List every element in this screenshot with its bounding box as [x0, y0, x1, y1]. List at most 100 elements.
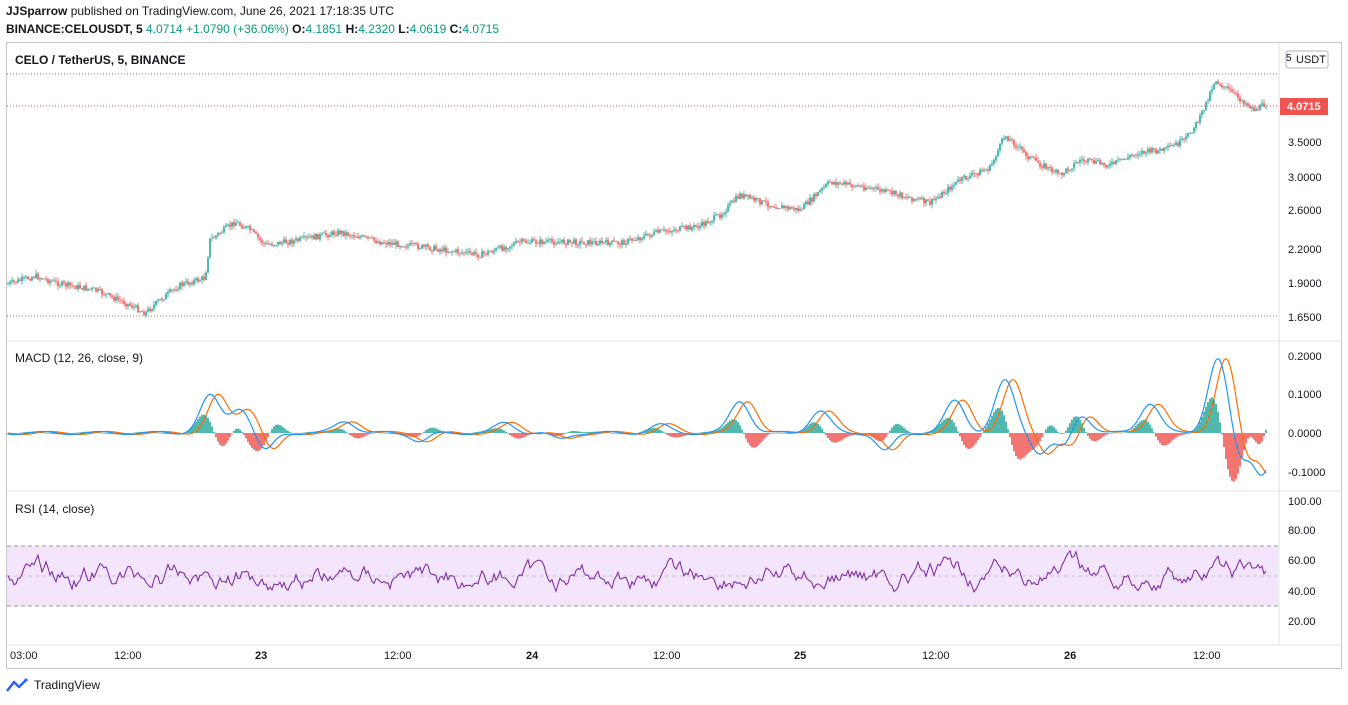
- candle-body: [1193, 128, 1195, 133]
- chart-frame[interactable]: [6, 42, 1342, 669]
- author-name[interactable]: JJSparrow: [6, 4, 68, 18]
- macd-histogram-bar: [1087, 433, 1089, 436]
- macd-histogram-bar: [391, 433, 393, 434]
- candle-body: [95, 287, 97, 292]
- macd-histogram-bar: [285, 429, 287, 433]
- candle-body: [465, 251, 467, 254]
- macd-histogram-bar: [1033, 433, 1035, 449]
- candle-body: [867, 187, 869, 189]
- candle-body: [963, 175, 965, 178]
- candle-body: [89, 288, 91, 290]
- currency-button[interactable]: [1285, 50, 1329, 69]
- candle-body: [637, 237, 639, 241]
- candle-body: [695, 225, 697, 227]
- candle-body: [611, 240, 613, 243]
- candle-body: [383, 242, 385, 244]
- candle-body: [737, 196, 739, 199]
- macd-histogram-bar: [1251, 433, 1253, 438]
- candle-body: [765, 200, 767, 203]
- candle-body: [339, 230, 341, 234]
- macd-histogram-bar: [221, 433, 223, 447]
- candle-body: [507, 248, 509, 250]
- candle-body: [539, 239, 541, 245]
- macd-histogram-bar: [365, 433, 367, 436]
- macd-histogram-bar: [981, 433, 983, 434]
- candle-body: [589, 240, 591, 245]
- macd-histogram-bar: [223, 433, 225, 446]
- macd-histogram-bar: [991, 415, 993, 433]
- macd-histogram-bar: [373, 432, 375, 434]
- candle-body: [33, 277, 35, 278]
- macd-histogram-bar: [383, 432, 385, 434]
- candle-body: [1163, 147, 1165, 152]
- macd-histogram-bar: [549, 433, 551, 435]
- candle-body: [523, 239, 525, 241]
- macd-histogram-bar: [205, 415, 207, 433]
- price-pane[interactable]: CELO / TetherUS, 5, BINANCE USDT 5 4.071…: [7, 50, 1329, 324]
- candle-body: [77, 285, 79, 290]
- macd-histogram-bar: [785, 433, 787, 434]
- macd-histogram-bar: [955, 426, 957, 433]
- macd-histogram-bar: [519, 433, 521, 439]
- macd-histogram-bar: [1241, 433, 1243, 459]
- candlestick-series[interactable]: [7, 79, 1267, 318]
- candle-body: [447, 251, 449, 253]
- macd-histogram-bar: [1073, 417, 1075, 433]
- candle-body: [305, 236, 307, 238]
- candle-body: [919, 198, 921, 200]
- macd-histogram-bar: [1181, 433, 1183, 435]
- candle-body: [121, 300, 123, 302]
- candle-body: [345, 232, 347, 236]
- macd-histogram-bar: [1015, 433, 1017, 456]
- candle-body: [83, 285, 85, 290]
- time-axis[interactable]: 03:00 12:00 23 12:00 24 12:00 25 12:00 2…: [10, 650, 1221, 662]
- macd-histogram-bar: [813, 422, 815, 433]
- candle-body: [739, 193, 741, 199]
- candle-body: [951, 186, 953, 190]
- macd-histogram-bar: [23, 432, 25, 433]
- rsi-pane[interactable]: RSI (14, close) 100.00 80.00 60.00 40.00…: [7, 496, 1322, 628]
- macd-pane[interactable]: MACD (12, 26, close, 9) 0.2000 0.1000 0.…: [7, 351, 1325, 482]
- candle-body: [651, 234, 653, 237]
- macd-histogram-bar: [83, 431, 85, 433]
- candle-body: [15, 281, 17, 283]
- candle-body: [767, 202, 769, 208]
- candle-body: [111, 295, 113, 297]
- candle-body: [351, 235, 353, 237]
- macd-histogram-bar: [1127, 431, 1129, 433]
- candle-body: [1121, 158, 1123, 160]
- macd-histogram-bar: [661, 430, 663, 433]
- candle-body: [289, 239, 291, 245]
- macd-histogram-bar: [669, 433, 671, 437]
- macd-histogram-bar: [577, 431, 579, 433]
- candle-body: [87, 288, 89, 291]
- candle-body: [617, 241, 619, 245]
- candle-body: [563, 239, 565, 244]
- candle-body: [1029, 156, 1031, 159]
- candle-body: [225, 225, 227, 227]
- macd-axis[interactable]: 0.2000 0.1000 0.0000 -0.1000: [1288, 351, 1325, 479]
- candle-body: [425, 244, 427, 247]
- candle-body: [519, 241, 521, 243]
- macd-histogram-bar: [567, 432, 569, 433]
- candle-body: [593, 241, 595, 242]
- macd-histogram-bar: [225, 433, 227, 444]
- candle-body: [863, 186, 865, 191]
- macd-histogram-bar: [355, 433, 357, 439]
- macd-histogram-bar: [297, 433, 299, 434]
- rsi-axis[interactable]: 100.00 80.00 60.00 40.00 20.00: [1288, 496, 1322, 628]
- tradingview-logo[interactable]: TradingView: [6, 678, 100, 692]
- candle-body: [875, 187, 877, 188]
- macd-histogram-bar: [209, 421, 211, 433]
- price-axis[interactable]: 3.5000 3.0000 2.6000 2.2000 1.9000 1.650…: [1288, 137, 1322, 324]
- macd-histogram-bar: [865, 433, 867, 435]
- candle-body: [467, 250, 469, 252]
- candle-body: [823, 187, 825, 189]
- macd-histogram-bar: [217, 433, 219, 442]
- macd-histogram-bar: [239, 429, 241, 433]
- macd-histogram-bar: [563, 433, 565, 435]
- macd-histogram-bar: [655, 428, 657, 433]
- candle-body: [1207, 100, 1209, 102]
- macd-histogram-bar: [1075, 416, 1077, 433]
